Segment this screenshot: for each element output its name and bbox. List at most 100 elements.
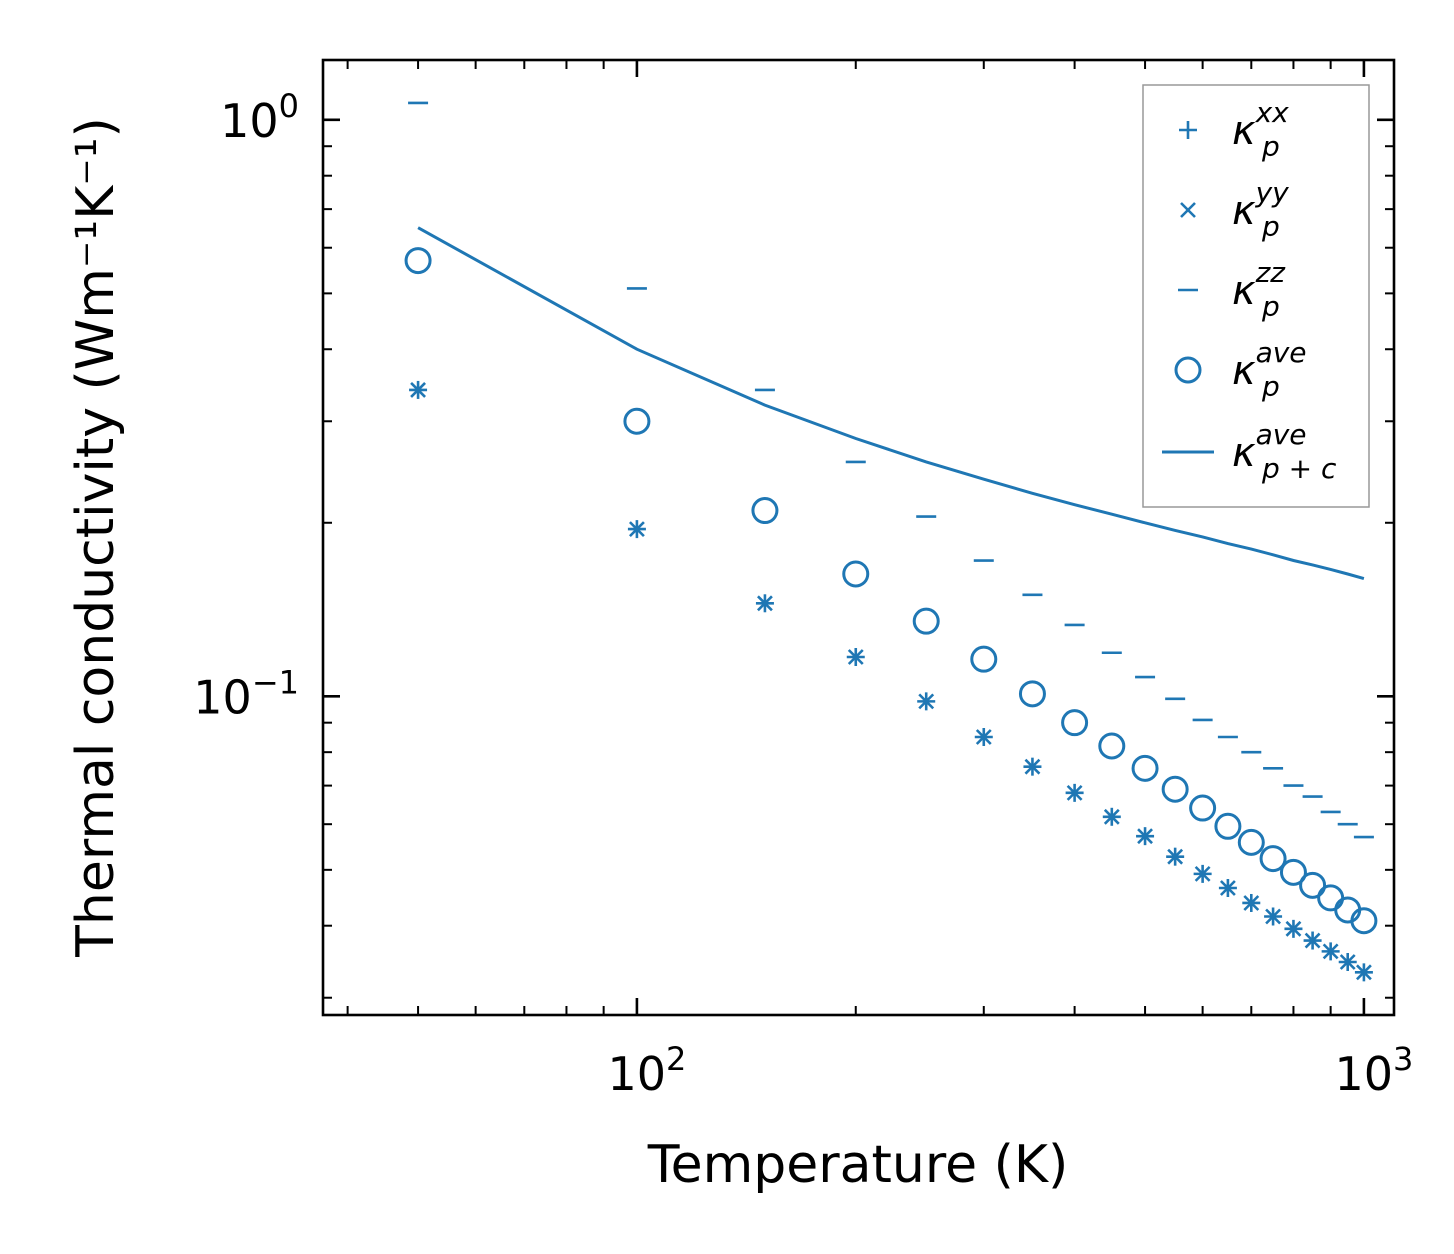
point-kappa_p_yy-750 <box>1265 908 1281 925</box>
point-kappa_p_yy-550 <box>1167 848 1184 865</box>
point-kappa_p_yy-300-d2 <box>975 729 992 745</box>
x-tick-label-100: 102 <box>607 1040 686 1101</box>
point-kappa_p_yy-200 <box>847 649 864 665</box>
point-kappa_p_ave-350 <box>1018 680 1046 708</box>
tick-labels: 102 103 100 10−1 <box>193 87 1413 1101</box>
point-kappa_p_ave-650-ring <box>1214 812 1242 840</box>
point-kappa_p_ave-700-ring <box>1237 828 1265 856</box>
point-kappa_p_ave-250 <box>912 607 940 635</box>
y-tick-label-0.1: 10−1 <box>193 663 299 724</box>
point-kappa_p_yy-950-d2 <box>1339 954 1356 970</box>
point-kappa_p_ave-550 <box>1161 775 1189 803</box>
point-kappa_p_yy-1000-d2 <box>1355 964 1372 981</box>
point-kappa_p_ave-400 <box>1061 709 1089 737</box>
legend-swatch-kappa_p_yy-d2 <box>1180 202 1196 218</box>
point-kappa_p_yy-650 <box>1219 880 1236 896</box>
point-kappa_p_ave-1000-ring <box>1350 907 1378 935</box>
point-kappa_p_yy-400-d2 <box>1066 784 1083 801</box>
point-kappa_p_ave-550-ring <box>1161 775 1189 803</box>
point-kappa_p_yy-700 <box>1243 895 1260 911</box>
point-kappa_p_yy-450 <box>1103 808 1120 825</box>
legend-swatch-kappa_p_ave <box>1174 356 1202 384</box>
point-kappa_p_yy-250 <box>918 693 935 710</box>
point-kappa_p_yy-150-d2 <box>757 595 773 612</box>
axes-frame <box>321 58 1396 1017</box>
point-kappa_p_yy-400 <box>1066 784 1083 801</box>
point-kappa_p_yy-750-d2 <box>1265 908 1281 925</box>
legend: κxx p κyy p κzz p κave p κave p + c <box>1142 84 1370 508</box>
point-kappa_p_ave-350-ring <box>1018 680 1046 708</box>
point-kappa_p_ave-300-ring <box>970 645 998 673</box>
point-kappa_p_yy-100 <box>628 521 645 538</box>
y-axis-label: Thermal conductivity (Wm⁻¹K⁻¹) <box>66 117 126 958</box>
y-tick-label-1: 100 <box>220 87 299 148</box>
legend-swatch-kappa_p_yy <box>1180 202 1196 218</box>
point-kappa_p_ave-500-ring <box>1131 754 1159 782</box>
point-kappa_p_ave-100 <box>623 407 651 435</box>
point-kappa_p_ave-400-ring <box>1061 709 1089 737</box>
point-kappa_p_ave-200-ring <box>842 560 870 588</box>
point-kappa_p_yy-500 <box>1137 828 1153 845</box>
axis-ticks <box>323 60 1394 1015</box>
point-kappa_p_yy-100-d2 <box>628 521 645 538</box>
point-kappa_p_ave-800-ring <box>1279 858 1307 886</box>
point-kappa_p_yy-950 <box>1339 954 1356 970</box>
point-kappa_p_ave-150 <box>751 497 779 525</box>
point-kappa_p_ave-850-ring <box>1299 871 1327 899</box>
point-kappa_p_ave-300 <box>970 645 998 673</box>
point-kappa_p_ave-50 <box>404 247 432 275</box>
legend-box <box>1142 84 1370 508</box>
plot-area <box>404 101 1378 982</box>
point-kappa_p_yy-700-d2 <box>1243 895 1260 911</box>
legend-swatch-kappa_p_ave-ring <box>1174 356 1202 384</box>
legend-label-kappa_pc_ave: κave p + c <box>1232 418 1337 485</box>
point-kappa_p_yy-350-d2 <box>1024 758 1041 775</box>
legend-label-kappa_p_yy: κyy p <box>1232 176 1289 243</box>
point-kappa_p_ave-100-ring <box>623 407 651 435</box>
point-kappa_p_yy-1000 <box>1355 964 1372 981</box>
point-kappa_p_yy-850 <box>1304 932 1321 949</box>
point-kappa_p_ave-750-ring <box>1259 845 1287 873</box>
legend-label-kappa_p_xx: κxx p <box>1232 96 1289 163</box>
point-kappa_p_yy-450-d2 <box>1103 808 1120 825</box>
point-kappa_p_yy-50 <box>410 382 426 398</box>
point-kappa_p_ave-200 <box>842 560 870 588</box>
series-kappa_pc_ave-line <box>417 226 1365 581</box>
series-kappa_p_zz <box>408 101 1374 839</box>
point-kappa_p_ave-750 <box>1259 845 1287 873</box>
series-kappa_p_ave <box>404 247 1378 935</box>
legend-label-kappa_p_zz: κzz p <box>1232 256 1286 323</box>
point-kappa_p_ave-450 <box>1098 732 1126 760</box>
series-kappa_p_yy <box>410 382 1372 981</box>
point-kappa_p_ave-800 <box>1279 858 1307 886</box>
point-kappa_p_yy-900 <box>1322 943 1339 960</box>
point-kappa_p_yy-650-d2 <box>1219 880 1236 896</box>
point-kappa_p_ave-500 <box>1131 754 1159 782</box>
point-kappa_p_yy-800-d2 <box>1285 920 1302 937</box>
point-kappa_p_ave-700 <box>1237 828 1265 856</box>
point-kappa_p_yy-350 <box>1024 758 1041 775</box>
point-kappa_p_yy-50-d2 <box>410 382 426 398</box>
point-kappa_p_yy-250-d2 <box>918 693 935 710</box>
legend-label-kappa_p_ave: κave p <box>1232 336 1307 403</box>
x-axis-label: Temperature (K) <box>647 1135 1069 1195</box>
point-kappa_p_ave-650 <box>1214 812 1242 840</box>
point-kappa_p_yy-550-d2 <box>1167 848 1184 865</box>
legend-swatch-kappa_p_xx <box>1179 121 1197 139</box>
point-kappa_p_ave-600 <box>1189 794 1217 822</box>
point-kappa_p_ave-450-ring <box>1098 732 1126 760</box>
point-kappa_p_ave-50-ring <box>404 247 432 275</box>
point-kappa_p_yy-200-d2 <box>847 649 864 665</box>
point-kappa_p_yy-500-d2 <box>1137 828 1153 845</box>
point-kappa_p_ave-850 <box>1299 871 1327 899</box>
point-kappa_p_yy-600 <box>1194 865 1211 882</box>
point-kappa_p_yy-850-d2 <box>1304 932 1321 949</box>
point-kappa_p_yy-800 <box>1285 920 1302 937</box>
point-kappa_p_yy-300 <box>975 729 992 745</box>
point-kappa_p_yy-900-d2 <box>1322 943 1339 960</box>
x-tick-label-1000: 103 <box>1334 1040 1413 1101</box>
point-kappa_p_ave-150-ring <box>751 497 779 525</box>
point-kappa_p_yy-600-d2 <box>1194 865 1211 882</box>
point-kappa_p_ave-600-ring <box>1189 794 1217 822</box>
